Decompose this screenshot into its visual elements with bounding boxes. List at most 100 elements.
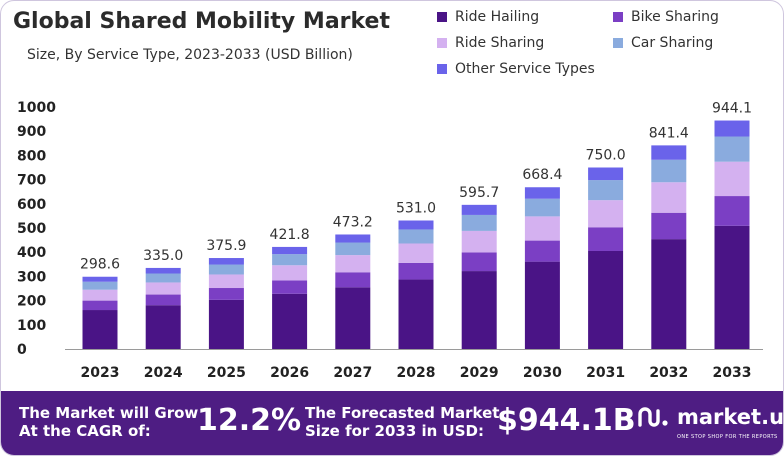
bar-total-label: 298.6 <box>80 257 120 273</box>
bar-segment-ride-hailing <box>651 239 687 349</box>
legend-swatch-bike-sharing <box>613 12 623 22</box>
y-tick-label: 100 <box>17 318 46 334</box>
bar-segment-ride-sharing <box>208 274 244 289</box>
y-tick-label: 600 <box>17 197 46 213</box>
cagr-label: The Market will Grow At the CAGR of: <box>19 404 198 440</box>
x-tick-label: 2029 <box>460 365 499 381</box>
bar-segment-other-service-types <box>272 246 308 255</box>
bar-segment-car-sharing <box>461 214 497 231</box>
bar-segment-ride-hailing <box>335 287 371 349</box>
cagr-label-line1: The Market will Grow <box>19 404 199 422</box>
bar-segment-bike-sharing <box>524 240 560 262</box>
bar-segment-ride-hailing <box>461 271 497 349</box>
x-tick-label: 2023 <box>81 365 120 381</box>
bar-segment-ride-hailing <box>272 293 308 349</box>
legend-label-other-service-types: Other Service Types <box>455 61 595 77</box>
legend-label-ride-hailing: Ride Hailing <box>455 9 540 25</box>
bar-segment-other-service-types <box>145 267 181 274</box>
bar-segment-car-sharing <box>335 242 371 256</box>
bar-segment-ride-hailing <box>524 261 560 349</box>
bar-segment-ride-hailing <box>82 310 118 349</box>
forecast-label-line2: Size for 2033 in USD: <box>305 422 484 440</box>
bar-segment-bike-sharing <box>714 196 750 226</box>
forecast-label-line1: The Forecasted Market <box>305 404 500 422</box>
cagr-value: 12.2% <box>197 403 302 438</box>
bar-segment-ride-hailing <box>714 225 750 349</box>
bar-segment-other-service-types <box>588 167 624 181</box>
y-tick-label: 500 <box>17 221 46 237</box>
bar-segment-other-service-types <box>398 220 434 230</box>
legend-label-bike-sharing: Bike Sharing <box>631 9 719 25</box>
y-tick-label: 700 <box>17 173 46 189</box>
x-tick-label: 2028 <box>397 365 436 381</box>
bar-segment-car-sharing <box>145 273 181 283</box>
bar-segment-car-sharing <box>524 198 560 217</box>
bar-segment-car-sharing <box>398 229 434 244</box>
market-us-logo: market.us ONE STOP SHOP FOR THE REPORTS <box>637 405 784 440</box>
legend-swatch-car-sharing <box>613 38 623 48</box>
bar-total-label: 841.4 <box>649 125 689 141</box>
y-tick-label: 800 <box>17 148 46 164</box>
bar-segment-car-sharing <box>588 180 624 201</box>
bar-total-label: 668.4 <box>522 167 562 183</box>
bar-total-label: 750.0 <box>586 148 626 164</box>
bar-segment-ride-sharing <box>398 243 434 263</box>
bar-segment-car-sharing <box>82 281 118 290</box>
bar-segment-ride-sharing <box>651 182 687 213</box>
forecast-value: $944.1B <box>497 403 636 438</box>
footer-banner: The Market will Grow At the CAGR of: 12.… <box>1 391 783 455</box>
legend-item-other-service-types: Other Service Types <box>437 61 595 77</box>
bar-segment-bike-sharing <box>651 212 687 240</box>
bar-segment-ride-sharing <box>588 200 624 228</box>
legend-label-ride-sharing: Ride Sharing <box>455 35 545 51</box>
bar-segment-car-sharing <box>651 159 687 183</box>
bar-segment-car-sharing <box>714 136 750 162</box>
x-tick-label: 2031 <box>586 365 625 381</box>
bar-segment-ride-hailing <box>208 299 244 349</box>
bar-segment-ride-sharing <box>82 289 118 301</box>
bar-segment-ride-sharing <box>335 255 371 273</box>
bar-segment-other-service-types <box>714 120 750 137</box>
bar-total-label: 375.9 <box>206 238 246 254</box>
bar-total-label: 595.7 <box>459 185 499 201</box>
bar-segment-bike-sharing <box>272 280 308 294</box>
x-tick-label: 2033 <box>713 365 752 381</box>
bar-total-label: 473.2 <box>333 214 373 230</box>
bar-segment-ride-sharing <box>714 161 750 197</box>
x-tick-label: 2027 <box>333 365 372 381</box>
legend-swatch-other-service-types <box>437 64 447 74</box>
y-tick-label: 0 <box>17 342 27 358</box>
bar-segment-other-service-types <box>461 204 497 215</box>
bar-segment-ride-hailing <box>145 305 181 349</box>
bar-segment-bike-sharing <box>398 262 434 280</box>
legend-item-bike-sharing: Bike Sharing <box>613 9 719 25</box>
y-tick-label: 1000 <box>17 100 56 116</box>
bar-segment-other-service-types <box>82 276 118 282</box>
bar-total-label: 335.0 <box>143 248 183 264</box>
chart-title: Global Shared Mobility Market <box>13 9 390 34</box>
bar-segment-ride-sharing <box>461 230 497 253</box>
legend-item-ride-hailing: Ride Hailing <box>437 9 539 25</box>
bar-segment-ride-sharing <box>524 216 560 241</box>
legend-item-car-sharing: Car Sharing <box>613 35 713 51</box>
bar-segment-ride-sharing <box>272 265 308 281</box>
forecast-label: The Forecasted Market Size for 2033 in U… <box>305 404 499 440</box>
y-tick-label: 900 <box>17 124 46 140</box>
x-tick-label: 2024 <box>144 365 183 381</box>
y-tick-label: 200 <box>17 294 46 310</box>
bar-segment-bike-sharing <box>335 272 371 288</box>
logo-tagline: ONE STOP SHOP FOR THE REPORTS <box>677 434 778 440</box>
bar-segment-car-sharing <box>272 254 308 266</box>
bar-total-label: 421.8 <box>270 227 310 243</box>
bar-segment-other-service-types <box>335 234 371 243</box>
bar-segment-car-sharing <box>208 264 244 275</box>
y-tick-label: 300 <box>17 269 46 285</box>
bar-total-label: 944.1 <box>712 101 752 117</box>
stacked-bar-chart: 0 100 200 300 400 500 600 700 800 900 1000 298.6 202… <box>17 100 763 381</box>
logo-name: market.us <box>677 405 784 429</box>
bar-segment-other-service-types <box>651 145 687 160</box>
x-tick-label: 2032 <box>649 365 688 381</box>
legend-swatch-ride-sharing <box>437 38 447 48</box>
cagr-label-line2: At the CAGR of: <box>19 422 151 440</box>
